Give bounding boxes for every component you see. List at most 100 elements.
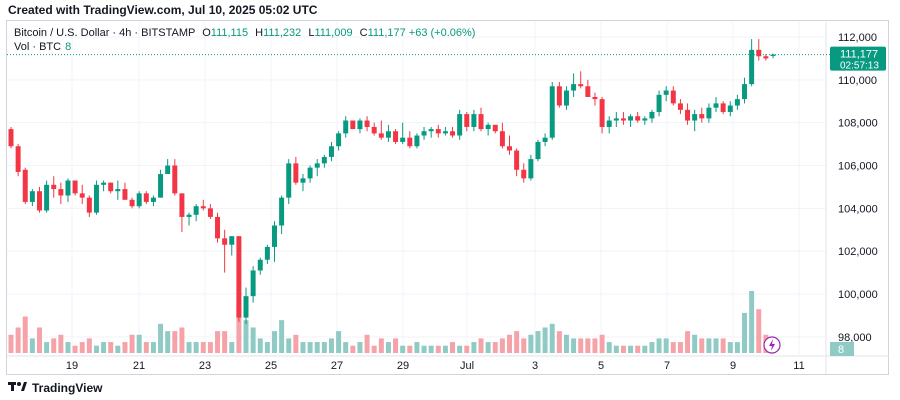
candle-body <box>670 90 676 104</box>
volume-bar <box>150 342 156 353</box>
candle-body <box>58 189 64 196</box>
candle-body <box>336 133 342 147</box>
candle-body <box>350 120 356 130</box>
candle-body <box>229 236 235 245</box>
candle-body <box>286 163 292 198</box>
volume-bar <box>357 342 363 353</box>
volume-bar <box>15 327 21 353</box>
volume-bar <box>8 334 14 353</box>
volume-bar <box>207 342 213 353</box>
candle-body <box>727 105 733 112</box>
volume-bar <box>86 338 92 353</box>
candle-body <box>585 86 591 97</box>
candle-body <box>478 114 484 130</box>
candle-body <box>357 120 363 130</box>
volume-bar <box>742 312 748 353</box>
candle-body <box>165 165 171 175</box>
volume-bar <box>243 320 249 353</box>
candle-body <box>108 182 114 192</box>
volume-bar <box>172 331 178 353</box>
volume-bar <box>592 338 598 353</box>
candle-body <box>649 111 655 119</box>
candle-body <box>378 133 384 138</box>
volume-bar <box>193 342 199 353</box>
volume-bar <box>571 338 577 353</box>
candle-body <box>264 246 270 260</box>
candle-body <box>599 99 605 127</box>
tradingview-logo-text: TradingView <box>32 380 103 395</box>
candle-body <box>428 129 434 132</box>
volume-bar <box>101 342 107 353</box>
volume-bar <box>585 338 591 353</box>
volume-bar <box>328 338 334 353</box>
candle-body <box>143 193 149 202</box>
candle-body <box>79 193 85 198</box>
grid-lines <box>7 22 889 374</box>
candle-body <box>464 114 470 127</box>
flash-icon <box>763 336 781 354</box>
candle-body <box>343 120 349 134</box>
footer-logo[interactable]: TradingView <box>8 380 102 395</box>
volume-bar <box>300 342 306 353</box>
volume-bar <box>514 331 520 353</box>
volume-bar <box>578 338 584 353</box>
candle-body <box>136 193 142 207</box>
candle-body <box>364 120 370 127</box>
volume-bar <box>521 338 527 353</box>
candle-body <box>642 118 648 121</box>
volume-bar <box>186 342 192 353</box>
x-tick-label: 23 <box>199 360 211 372</box>
y-tick-label: 98,000 <box>838 332 872 344</box>
volume-bar <box>79 342 85 353</box>
volume-bar <box>749 291 755 353</box>
candle-body <box>720 103 726 112</box>
x-tick-label: 9 <box>730 360 736 372</box>
volume-bar <box>428 345 434 353</box>
time-axis: 19 21 23 25 27 29 Jul 3 5 7 9 11 <box>66 360 805 372</box>
volume-bar <box>706 338 712 353</box>
volume-bar <box>478 338 484 353</box>
candle-body <box>36 191 42 211</box>
candle-body <box>713 103 719 108</box>
volume-bar <box>613 345 619 353</box>
candle-body <box>692 114 698 121</box>
volume-bar <box>229 342 235 353</box>
volume-bar <box>343 342 349 353</box>
volume-bar <box>435 345 441 353</box>
candle-body <box>620 118 626 121</box>
volume-bar <box>115 345 121 353</box>
volume-bar <box>692 334 698 353</box>
volume-bar <box>670 342 676 353</box>
volume-bar <box>58 334 64 353</box>
candle-body <box>734 99 740 106</box>
candle-body <box>663 90 669 95</box>
candle-body <box>222 238 228 245</box>
candle-body <box>328 146 334 157</box>
candle-body <box>279 197 285 226</box>
volume-bar <box>421 345 427 353</box>
chart-frame <box>6 20 889 375</box>
candle-body <box>450 131 456 136</box>
chart-attribution: Created with TradingView.com, Jul 10, 20… <box>8 3 318 17</box>
candle-body <box>613 118 619 121</box>
x-tick-label: 19 <box>66 360 78 372</box>
legend-low-value: 111,009 <box>314 27 353 39</box>
volume-bar <box>606 342 612 353</box>
legend-volume-value: 8 <box>65 41 72 53</box>
candle-body <box>770 54 776 56</box>
legend-row-volume: Vol · BTC 8 <box>14 40 475 54</box>
volume-bar <box>556 331 562 353</box>
candle-body <box>742 84 748 100</box>
candle-body <box>749 49 755 85</box>
volume-bar <box>364 334 370 353</box>
candles <box>8 39 776 325</box>
candle-body <box>93 184 99 213</box>
candle-body <box>29 191 35 202</box>
volume-bar <box>250 327 256 353</box>
volume-bar <box>65 342 71 353</box>
candle-body <box>628 116 634 121</box>
x-tick-label: 11 <box>793 360 804 372</box>
volume-bar <box>457 345 463 353</box>
